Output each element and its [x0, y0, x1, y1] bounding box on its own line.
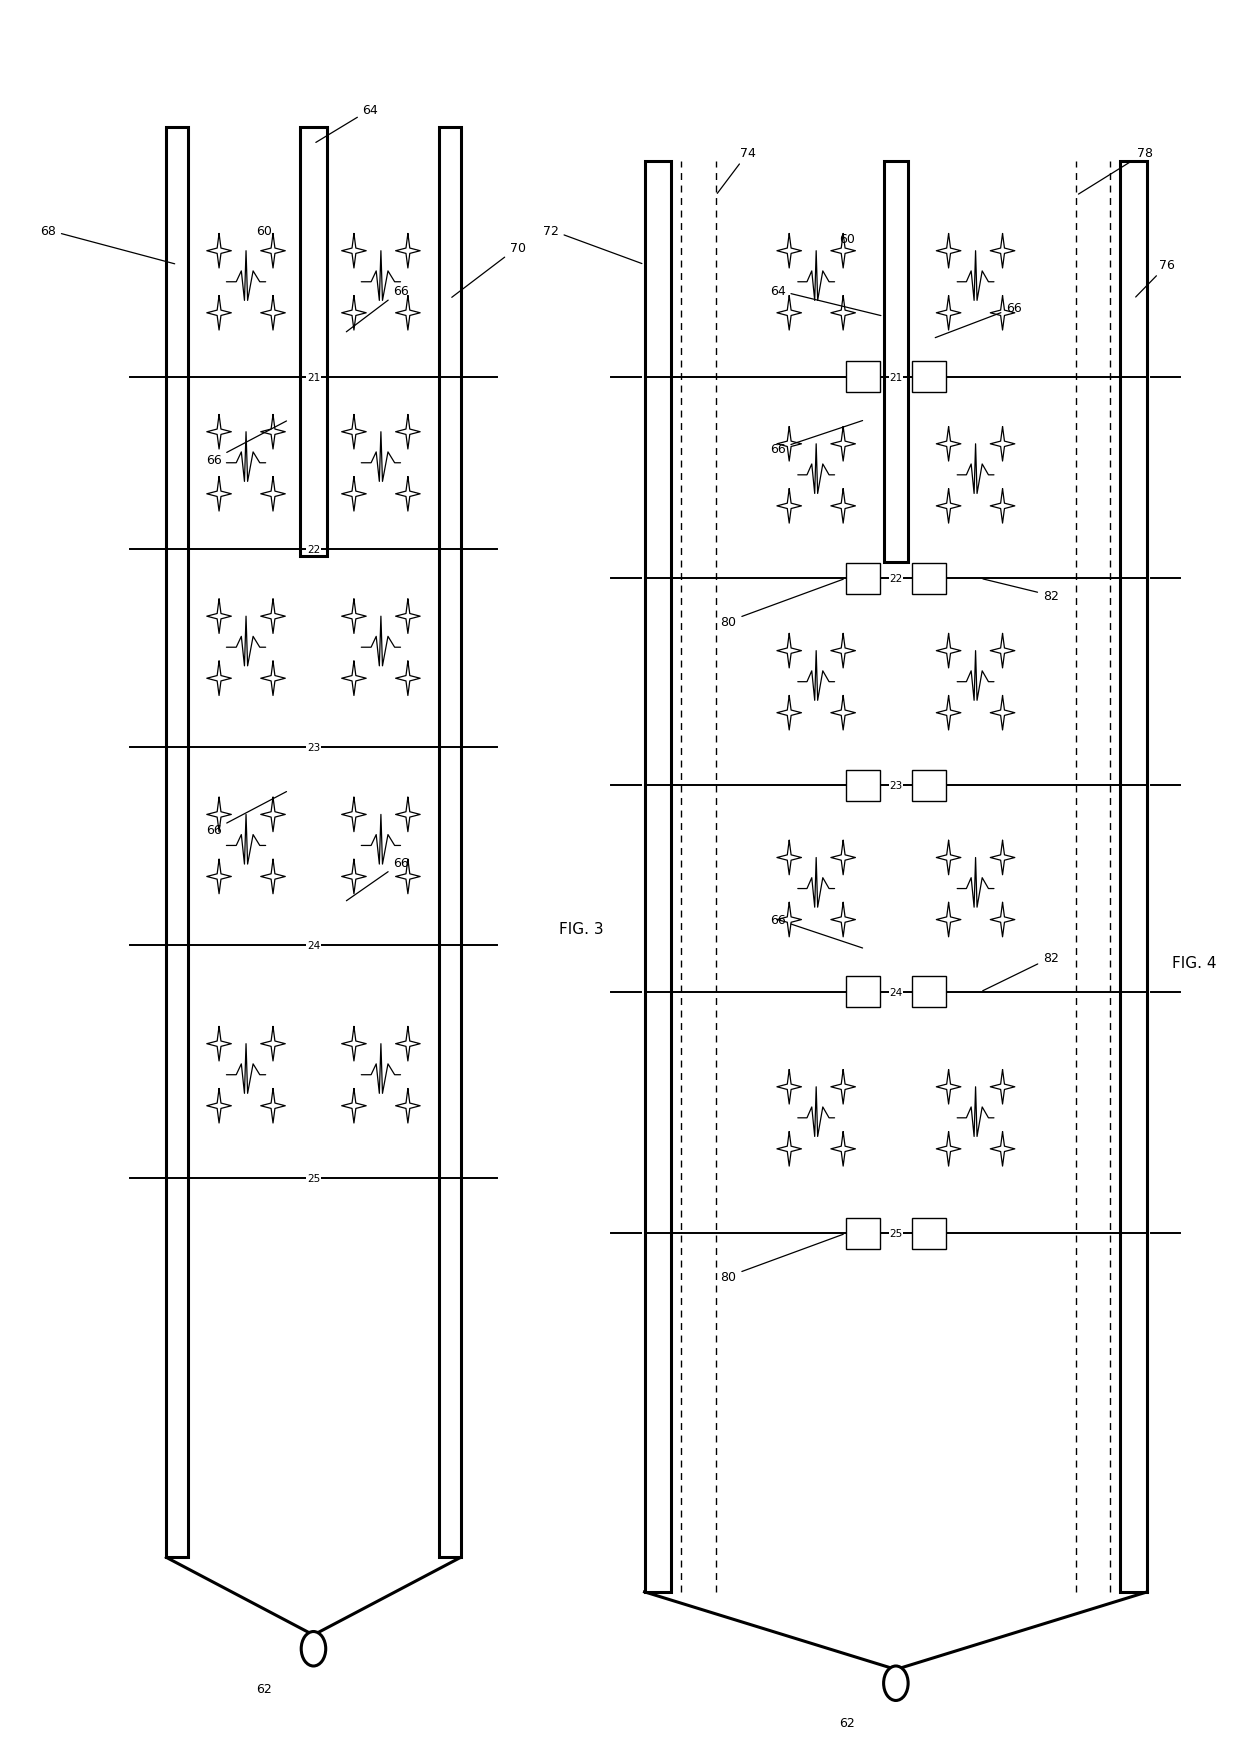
Text: 21: 21: [306, 372, 320, 383]
Text: 66: 66: [346, 285, 409, 332]
Text: 66: 66: [770, 421, 863, 456]
Bar: [166, 127, 188, 1558]
Text: 25: 25: [306, 1174, 320, 1184]
Text: 82: 82: [983, 579, 1059, 603]
Text: 60: 60: [839, 233, 854, 245]
Text: 22: 22: [889, 574, 903, 584]
Text: 68: 68: [40, 224, 175, 264]
Text: 62: 62: [257, 1682, 273, 1694]
Text: 25: 25: [889, 1229, 903, 1238]
Bar: [1120, 162, 1147, 1591]
Circle shape: [301, 1631, 326, 1666]
Text: 72: 72: [543, 224, 642, 264]
Bar: [846, 770, 880, 802]
Text: 66: 66: [935, 303, 1022, 339]
Bar: [911, 563, 946, 595]
Text: 22: 22: [306, 544, 320, 555]
Text: FIG. 4: FIG. 4: [1172, 956, 1216, 970]
Bar: [911, 1217, 946, 1249]
Bar: [911, 362, 946, 393]
Text: 21: 21: [889, 372, 903, 383]
Text: 80: 80: [720, 579, 843, 628]
Bar: [846, 977, 880, 1009]
Text: 64: 64: [316, 104, 378, 143]
Text: 78: 78: [1079, 146, 1153, 195]
Bar: [911, 770, 946, 802]
Text: 64: 64: [770, 285, 880, 316]
Text: 23: 23: [306, 743, 320, 753]
Text: 74: 74: [717, 146, 756, 195]
Bar: [439, 127, 460, 1558]
Text: 66: 66: [770, 913, 863, 948]
Text: 66: 66: [346, 857, 409, 901]
Text: 82: 82: [983, 951, 1059, 991]
Bar: [300, 127, 327, 556]
Text: 23: 23: [889, 781, 903, 791]
Bar: [846, 1217, 880, 1249]
Bar: [846, 563, 880, 595]
Bar: [884, 162, 908, 562]
Text: 62: 62: [839, 1716, 854, 1729]
Text: FIG. 3: FIG. 3: [559, 922, 604, 936]
Text: 76: 76: [1136, 259, 1176, 297]
Text: 24: 24: [306, 941, 320, 951]
Circle shape: [884, 1666, 908, 1701]
Text: 80: 80: [720, 1235, 843, 1283]
Bar: [911, 977, 946, 1009]
Text: 24: 24: [889, 988, 903, 998]
Text: 70: 70: [451, 242, 526, 297]
Text: 60: 60: [257, 224, 273, 238]
Bar: [846, 362, 880, 393]
Text: 66: 66: [206, 793, 286, 836]
Bar: [645, 162, 672, 1591]
Text: 66: 66: [206, 423, 286, 466]
